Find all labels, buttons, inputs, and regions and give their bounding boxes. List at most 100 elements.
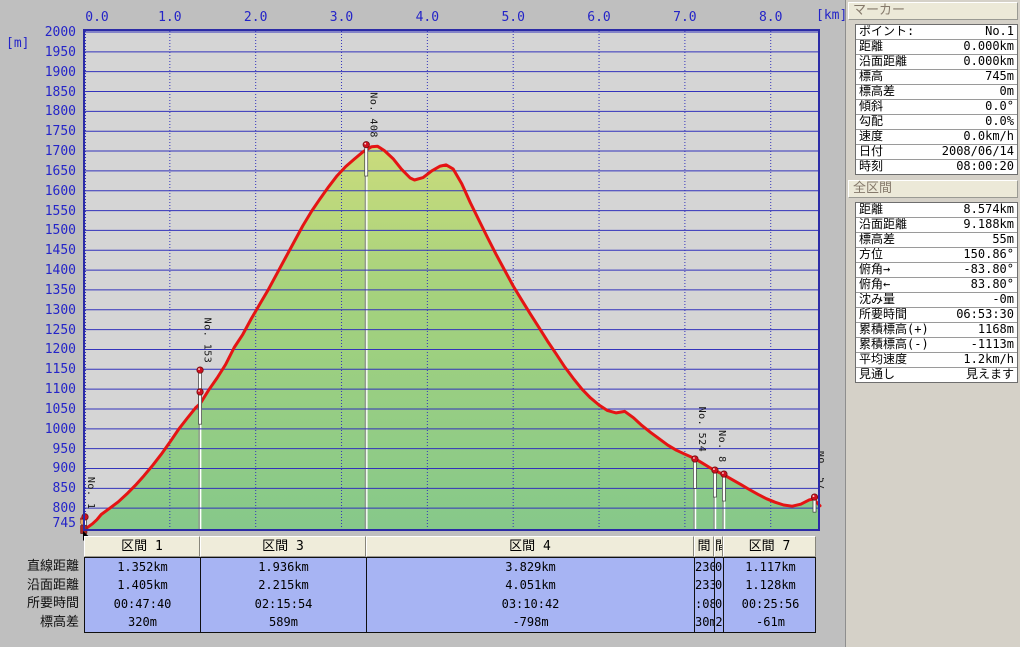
info-value: 83.80° bbox=[970, 278, 1014, 291]
info-row: 方位 150.86° bbox=[856, 248, 1017, 263]
marker-pin[interactable] bbox=[364, 144, 369, 177]
info-label: 累積標高(+) bbox=[859, 323, 929, 336]
y-axis-tick-label: 1400 bbox=[44, 263, 76, 279]
info-value: -1113m bbox=[970, 338, 1014, 351]
info-label: 標高 bbox=[859, 70, 884, 83]
info-value: 0m bbox=[999, 85, 1014, 98]
info-label: 距離 bbox=[859, 40, 884, 53]
y-axis-tick-label: 1950 bbox=[44, 44, 76, 60]
section-value-cell: 08 bbox=[715, 560, 723, 574]
info-row: 標高差 0m bbox=[856, 85, 1017, 100]
info-label: 沿面距離 bbox=[859, 55, 908, 68]
marker-label: No. 524 bbox=[696, 407, 707, 453]
marker-pin-head[interactable] bbox=[810, 493, 819, 501]
section-value-cell: 1.936km bbox=[258, 560, 309, 574]
y-axis-tick-label: 900 bbox=[52, 461, 76, 477]
section-value-cell: :08: bbox=[695, 596, 714, 611]
info-label: ポイント: bbox=[859, 25, 915, 38]
info-row: ポイント: No.1 bbox=[856, 25, 1017, 40]
elevation-profile-line bbox=[82, 144, 822, 532]
section-value-cell: 3.829km bbox=[505, 560, 556, 574]
section-value-cell: 589m bbox=[269, 615, 298, 630]
section-value-cell: 233 bbox=[695, 578, 714, 593]
section-column: 230 233 :08: 30m bbox=[695, 558, 715, 632]
y-axis-tick-label: 1600 bbox=[44, 183, 76, 199]
marker-pin-head[interactable] bbox=[196, 366, 204, 374]
info-row: 平均速度 1.2km/h bbox=[856, 353, 1017, 368]
marker-pin-head[interactable] bbox=[691, 455, 699, 463]
info-value: 150.86° bbox=[963, 248, 1014, 261]
y-axis-tick-label: 1900 bbox=[44, 64, 76, 80]
info-value: 55m bbox=[992, 233, 1014, 246]
y-axis-tick-label: 850 bbox=[52, 481, 76, 497]
info-value: 06:53:30 bbox=[956, 308, 1014, 321]
marker-pin[interactable] bbox=[713, 469, 717, 498]
section-row-label: 所要時間 bbox=[26, 596, 79, 612]
y-axis-tick-label: 1650 bbox=[44, 163, 76, 179]
section-value-cell: 230 bbox=[695, 560, 714, 574]
section-column: 1.352km 1.405km 00:47:40 320m bbox=[85, 558, 201, 632]
section-value-cell: 30m bbox=[695, 615, 714, 630]
x-axis-tick-label: 7.0 bbox=[673, 10, 697, 25]
info-label: 日付 bbox=[859, 145, 884, 158]
total-info-table: 距離 8.574km 沿面距離 9.188km 標高差 55m 方位 150.86° 俯角→ -8… bbox=[855, 202, 1018, 383]
info-value: 0.0° bbox=[985, 100, 1014, 113]
section-header-cell: 区間 4 bbox=[366, 536, 694, 557]
info-row: 標高 745m bbox=[856, 70, 1017, 85]
info-value: 0.0km/h bbox=[963, 130, 1014, 143]
info-label: 勾配 bbox=[859, 115, 884, 128]
section-value-cell: -798m bbox=[512, 615, 549, 630]
marker-pin-head[interactable] bbox=[196, 388, 204, 396]
x-axis-tick-label: 1.0 bbox=[158, 10, 182, 25]
section-header-cell: 区間 3 bbox=[200, 536, 366, 557]
y-axis-tick-label: 1700 bbox=[44, 144, 76, 160]
info-row: 標高差 55m bbox=[856, 233, 1017, 248]
info-label: 距離 bbox=[859, 203, 884, 216]
info-value: 0.0% bbox=[985, 115, 1014, 128]
section-value-cell: 00:47:40 bbox=[113, 596, 172, 611]
info-value: 9.188km bbox=[963, 218, 1014, 231]
info-label: 速度 bbox=[859, 130, 884, 143]
info-label: 俯角← bbox=[859, 278, 891, 291]
section-value-cell: 1.128km bbox=[745, 578, 796, 593]
info-label: 方位 bbox=[859, 248, 884, 261]
x-axis-tick-label: 8.0 bbox=[758, 10, 783, 25]
marker-pin[interactable] bbox=[198, 391, 202, 425]
info-label: 所要時間 bbox=[859, 308, 908, 321]
info-value: 2008/06/14 bbox=[941, 145, 1014, 158]
info-value: 8.574km bbox=[963, 203, 1014, 216]
sidebar: マーカー ポイント: No.1 距離 0.000km 沿面距離 0.000km 標高 745m… bbox=[845, 0, 1020, 647]
info-label: 平均速度 bbox=[859, 353, 908, 366]
marker-pin-head[interactable] bbox=[362, 141, 370, 149]
info-row: 累積標高(+) 1168m bbox=[856, 323, 1017, 338]
x-axis-tick-label: 2.0 bbox=[243, 10, 268, 25]
section-header-cell: 区間 7 bbox=[723, 536, 816, 557]
y-axis-unit-label: [m] bbox=[6, 36, 30, 51]
x-axis-tick-label: 5.0 bbox=[501, 10, 525, 25]
info-row: 俯角→ -83.80° bbox=[856, 263, 1017, 278]
marker-pin-head[interactable] bbox=[711, 466, 719, 474]
info-label: 見通し bbox=[859, 368, 896, 381]
marker-pin-head[interactable] bbox=[720, 470, 728, 478]
section-value-cell: 1.352km bbox=[117, 560, 168, 574]
section-value-cell: 00:25:56 bbox=[741, 596, 800, 611]
section-value-cell: -61m bbox=[756, 615, 785, 630]
section-value-cell: 03:10:42 bbox=[501, 596, 560, 611]
y-axis-tick-label: 1500 bbox=[44, 223, 76, 239]
info-label: 累積標高(-) bbox=[859, 338, 929, 351]
info-label: 沿面距離 bbox=[859, 218, 908, 231]
marker-pin[interactable] bbox=[693, 458, 697, 489]
info-row: 累積標高(-) -1113m bbox=[856, 338, 1017, 353]
section-value-cell: 01 bbox=[715, 596, 723, 611]
section-value-cell: 09 bbox=[715, 578, 723, 593]
info-value: No.1 bbox=[985, 25, 1014, 38]
info-row: 見通し 見えます bbox=[856, 368, 1017, 382]
marker-pin[interactable] bbox=[722, 473, 726, 502]
section-row-label: 直線距離 bbox=[26, 559, 79, 574]
marker-label: No. 153 bbox=[201, 318, 212, 364]
marker-panel-header: マーカー bbox=[848, 2, 1018, 20]
y-axis-tick-label: 1100 bbox=[44, 382, 76, 398]
info-value: 見えます bbox=[965, 368, 1014, 381]
